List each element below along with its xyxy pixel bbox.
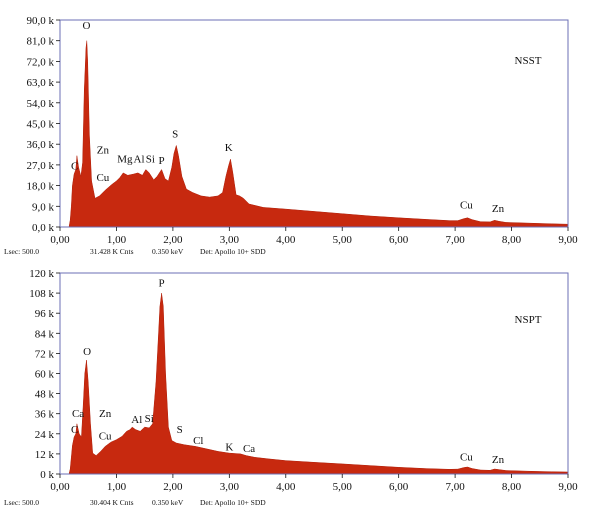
y-tick-label: 18,0 k (27, 181, 55, 193)
footer-info: Lsec: 500.0 (4, 247, 39, 256)
x-tick-label: 2,00 (163, 234, 183, 246)
x-tick-label: 6,00 (389, 481, 409, 493)
x-tick-label: 9,00 (558, 234, 578, 246)
peak-label: S (172, 128, 178, 140)
y-tick-label: 96 k (35, 308, 55, 320)
x-tick-label: 8,00 (502, 234, 522, 246)
peak-label: Mg (117, 154, 133, 166)
footer-info: Det: Apollo 10+ SDD (200, 498, 266, 507)
y-tick-label: 36,0 k (27, 139, 55, 151)
peak-label: Si (146, 154, 155, 166)
x-tick-label: 0,00 (50, 234, 70, 246)
y-tick-label: 0 k (40, 469, 54, 481)
peak-label: Zn (492, 203, 505, 215)
footer-info: 31.428 K Cnts (90, 247, 134, 256)
y-tick-label: 108 k (29, 288, 54, 300)
x-tick-label: 7,00 (445, 481, 465, 493)
sample-label: NSST (515, 55, 542, 67)
y-tick-label: 63,0 k (27, 77, 55, 89)
x-tick-label: 4,00 (276, 234, 296, 246)
peak-label: Cu (96, 172, 109, 184)
y-tick-label: 54,0 k (27, 98, 55, 110)
x-tick-label: 5,00 (333, 481, 353, 493)
peak-label: O (83, 346, 91, 358)
peak-label: Cu (460, 200, 473, 212)
x-tick-label: 0,00 (50, 481, 70, 493)
y-tick-label: 12 k (35, 449, 55, 461)
y-tick-label: 90,0 k (27, 15, 55, 27)
y-tick-label: 9,0 k (32, 201, 55, 213)
peak-label: Cu (460, 452, 473, 464)
peak-label: C (71, 161, 78, 173)
x-tick-label: 9,00 (558, 481, 578, 493)
x-tick-label: 4,00 (276, 481, 296, 493)
footer-info: 0.350 keV (152, 498, 184, 507)
peak-label: Al (131, 414, 142, 426)
x-tick-label: 3,00 (220, 234, 240, 246)
x-tick-label: 2,00 (163, 481, 183, 493)
peak-label: O (83, 20, 91, 32)
peak-label: K (225, 142, 233, 154)
peak-label: Zn (99, 408, 112, 420)
x-tick-label: 8,00 (502, 481, 522, 493)
spectrum-panel-2: 0 k 12 k 24 k 36 k 48 k 60 k 72 k 84 k 96 k 108 k… (4, 268, 578, 507)
footer-info: 0.350 keV (152, 247, 184, 256)
footer-info: 30.404 K Cnts (90, 498, 134, 507)
peak-label: C (71, 424, 78, 436)
x-tick-label: 1,00 (107, 234, 127, 246)
y-tick-label: 72 k (35, 348, 55, 360)
peak-label: Cl (193, 435, 203, 447)
sample-label: NSPT (515, 314, 542, 326)
y-tick-label: 48 k (35, 389, 55, 401)
y-tick-label: 24 k (35, 429, 55, 441)
y-tick-label: 36 k (35, 409, 55, 421)
footer-info: Det: Apollo 10+ SDD (200, 247, 266, 256)
y-tick-label: 120 k (29, 268, 54, 280)
x-tick-label: 6,00 (389, 234, 409, 246)
peak-label: S (177, 424, 183, 436)
peak-label: Al (134, 154, 145, 166)
peak-label: P (159, 155, 165, 167)
peak-label: Ca (72, 408, 84, 420)
peak-label: Zn (492, 454, 505, 466)
peak-label: P (159, 277, 165, 289)
peak-label: Zn (97, 144, 110, 156)
footer-info: Lsec: 500.0 (4, 498, 39, 507)
spectrum-area (68, 40, 569, 228)
peak-label: Si (145, 413, 154, 425)
y-tick-label: 84 k (35, 328, 55, 340)
x-tick-label: 3,00 (220, 481, 240, 493)
spectrum-panel-1: 0,0 k 9,0 k 18,0 k 27,0 k 36,0 k 45,0 k 54,0 k… (4, 15, 578, 256)
x-tick-label: 5,00 (333, 234, 353, 246)
spectrum-area (68, 293, 569, 475)
peak-label: Ca (243, 443, 255, 455)
peak-label: Cu (99, 431, 112, 443)
peak-label: K (225, 442, 233, 454)
x-tick-label: 7,00 (445, 234, 465, 246)
y-tick-label: 72,0 k (27, 56, 55, 68)
y-tick-label: 27,0 k (27, 160, 55, 172)
y-tick-label: 81,0 k (27, 36, 55, 48)
x-tick-label: 1,00 (107, 481, 127, 493)
y-tick-label: 45,0 k (27, 119, 55, 131)
y-tick-label: 0,0 k (32, 222, 55, 234)
y-tick-label: 60 k (35, 369, 55, 381)
